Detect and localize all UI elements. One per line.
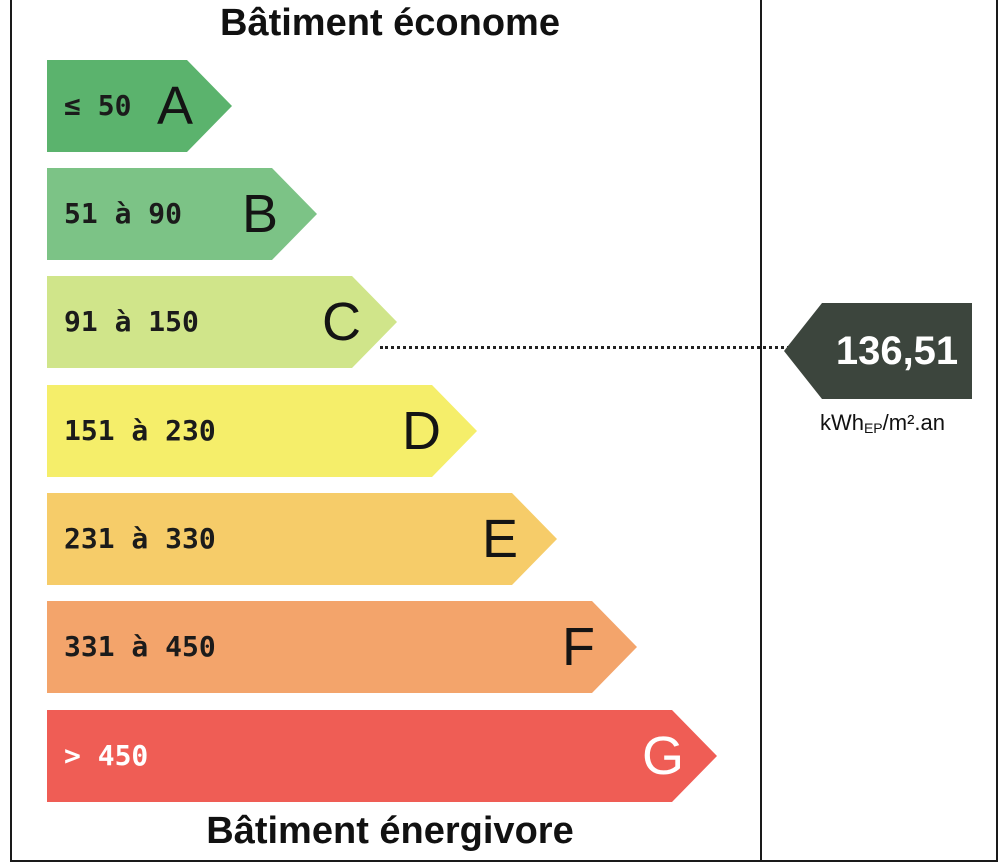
rating-value: 136,51 xyxy=(835,329,959,373)
class-letter-d: D xyxy=(402,401,441,461)
class-band-c: 91 à 150 C xyxy=(47,276,397,368)
class-band-g: > 450 G xyxy=(47,710,717,802)
class-band-e: 231 à 330 E xyxy=(47,493,557,585)
class-range-a: ≤ 50 xyxy=(64,89,132,122)
class-range-c: 91 à 150 xyxy=(64,305,199,338)
class-letter-e: E xyxy=(482,509,519,569)
efficient-building-heading: Bâtiment économe xyxy=(220,2,560,44)
class-arrow-shape xyxy=(47,385,477,477)
class-arrow-shape xyxy=(47,710,717,802)
rating-marker: 136,51 xyxy=(784,303,972,399)
rating-unit-rest: /m².an xyxy=(882,410,946,435)
class-band-c-arrow xyxy=(47,276,397,368)
column-divider xyxy=(760,0,762,862)
class-range-f: 331 à 450 xyxy=(64,630,216,663)
class-band-a-arrow xyxy=(47,60,232,152)
rating-unit-sub: EP xyxy=(863,420,883,436)
rating-marker-arrow xyxy=(784,303,972,399)
class-arrow-shape xyxy=(47,60,232,152)
class-band-g-arrow xyxy=(47,710,717,802)
class-band-f-arrow xyxy=(47,601,637,693)
class-arrow-shape xyxy=(47,493,557,585)
rating-leader-line xyxy=(380,346,790,349)
class-band-d-arrow xyxy=(47,385,477,477)
class-band-a: ≤ 50 A xyxy=(47,60,232,152)
rating-unit-main: kWh xyxy=(819,410,864,435)
class-band-b: 51 à 90 B xyxy=(47,168,317,260)
label-frame xyxy=(10,0,998,862)
class-arrow-shape xyxy=(47,276,397,368)
class-range-e: 231 à 330 xyxy=(64,522,216,555)
class-letter-g: G xyxy=(642,726,685,786)
energy-intensive-building-heading: Bâtiment énergivore xyxy=(206,810,574,852)
class-letter-b: B xyxy=(242,184,279,244)
class-range-g: > 450 xyxy=(64,739,149,772)
class-range-d: 151 à 230 xyxy=(64,414,216,447)
class-band-d: 151 à 230 D xyxy=(47,385,477,477)
class-letter-c: C xyxy=(322,292,361,352)
rating-unit: kWhEP/m².an xyxy=(775,410,990,436)
class-band-f: 331 à 450 F xyxy=(47,601,637,693)
class-band-b-arrow xyxy=(47,168,317,260)
class-letter-f: F xyxy=(562,617,595,677)
class-range-b: 51 à 90 xyxy=(64,197,183,230)
class-arrow-shape xyxy=(47,601,637,693)
class-arrow-shape xyxy=(47,168,317,260)
class-letter-a: A xyxy=(157,76,194,136)
class-band-e-arrow xyxy=(47,493,557,585)
rating-marker-shape xyxy=(784,303,972,399)
